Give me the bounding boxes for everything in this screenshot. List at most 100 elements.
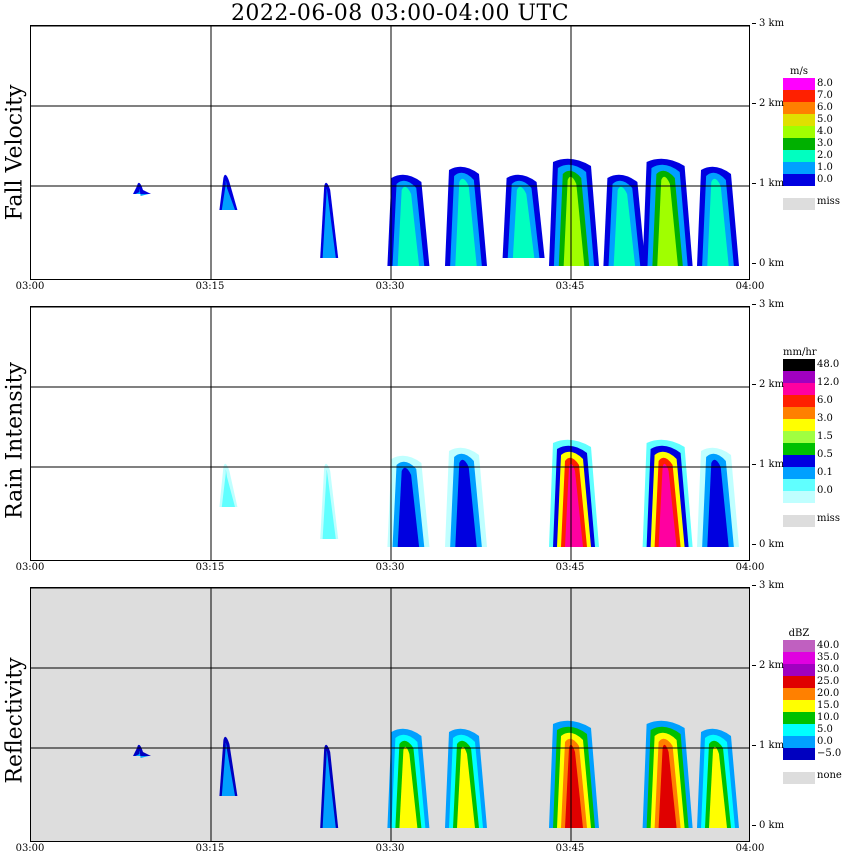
x-tick-label-0: 03:00: [15, 281, 45, 292]
legend-level-label-3: 25.0: [817, 676, 840, 687]
x-tick-label-3: 03:45: [555, 843, 585, 854]
plot-svg: [31, 307, 749, 560]
legend-swatch-9: [783, 467, 815, 479]
legend-unit: dBZ: [788, 628, 810, 639]
x-tick-label-2: 03:30: [375, 562, 405, 573]
legend-level-label-1: 7.0: [817, 90, 833, 101]
legend-swatch-6: [783, 431, 815, 443]
legend-level-label-5: 3.0: [817, 138, 833, 149]
chart-title: 2022-06-08 03:00-04:00 UTC: [230, 1, 570, 26]
legend-miss-swatch: [783, 515, 815, 527]
legend-level-label-3: 3.0: [817, 413, 833, 424]
echo-column-0-layer-1: [135, 188, 149, 196]
y-tick-label-0: 0 km: [752, 258, 784, 269]
legend-swatch-8: [783, 736, 815, 748]
legend-swatch-2: [783, 102, 815, 114]
echo-column-6-layer-4: [658, 744, 677, 828]
legend-level-label-3: 5.0: [817, 114, 833, 125]
legend-level-label-8: 0.0: [817, 736, 833, 747]
legend-miss-label: miss: [817, 196, 840, 207]
echo-column-1-layer-1: [221, 180, 235, 210]
y-tick-label-3: 3 km: [752, 299, 784, 310]
legend-swatch-1: [783, 90, 815, 102]
legend-swatch-5: [783, 419, 815, 431]
echo-column-0-layer-0: [133, 744, 151, 756]
legend-reflectivity: dBZ 40.0 35.0 30.0 25.0 20.0 15.0 10.0 5.0 0.0 −5…: [783, 628, 843, 798]
x-tick-label-2: 03:30: [375, 281, 405, 292]
legend-level-label-2: 30.0: [817, 664, 840, 675]
legend-level-label-5: 15.0: [817, 700, 840, 711]
x-tick-label-2: 03:30: [375, 843, 405, 854]
echo-column-7-layer-2: [613, 186, 636, 266]
echo-column-5-layer-2: [512, 186, 535, 258]
x-tick-label-1: 03:15: [195, 843, 225, 854]
ylabel-fall-velocity: Fall Velocity: [2, 84, 28, 221]
echo-column-3-layer-3: [399, 746, 418, 828]
legend-swatch-1: [783, 652, 815, 664]
plot-reflectivity: [30, 587, 750, 842]
legend-level-label-2: 6.0: [817, 102, 833, 113]
echo-column-3-layer-2: [397, 186, 420, 266]
legend-level-label-7: 5.0: [817, 724, 833, 735]
y-tick-label-3: 3 km: [752, 580, 784, 591]
legend-swatch-5: [783, 700, 815, 712]
y-tick-label-2: 2 km: [752, 98, 784, 109]
x-tick-label-4: 04:00: [735, 562, 765, 573]
plot-fall-velocity: [30, 25, 750, 280]
legend-swatch-3: [783, 676, 815, 688]
legend-unit: m/s: [790, 66, 808, 77]
plot-svg: [31, 26, 749, 279]
legend-level-label-0: 48.0: [817, 359, 840, 370]
echo-column-6-layer-2: [707, 459, 729, 547]
legend-level-label-9: −5.0: [817, 748, 842, 759]
y-tick-label-3: 3 km: [752, 18, 784, 29]
legend-swatch-3: [783, 395, 815, 407]
echo-column-4-layer-4: [565, 463, 583, 547]
x-tick-label-4: 04:00: [735, 281, 765, 292]
legend-swatch-4: [783, 126, 815, 138]
legend-swatch-5: [783, 138, 815, 150]
legend-swatch-0: [783, 359, 815, 371]
legend-level-label-4: 20.0: [817, 688, 840, 699]
legend-miss-label: none: [817, 770, 842, 781]
y-tick-label-1: 1 km: [752, 740, 784, 751]
legend-level-label-1: 35.0: [817, 652, 840, 663]
legend-level-label-5: 0.5: [817, 449, 833, 460]
echo-column-0-layer-0: [133, 182, 151, 194]
legend-swatch-0: [783, 78, 815, 90]
y-tick-label-0: 0 km: [752, 820, 784, 831]
legend-swatch-2: [783, 383, 815, 395]
x-tick-label-1: 03:15: [195, 562, 225, 573]
legend-level-label-6: 10.0: [817, 712, 840, 723]
legend-level-label-4: 1.5: [817, 431, 833, 442]
legend-swatch-7: [783, 162, 815, 174]
echo-column-5-layer-4: [565, 744, 583, 828]
legend-level-label-0: 40.0: [817, 640, 840, 651]
x-tick-label-3: 03:45: [555, 562, 585, 573]
legend-swatch-8: [783, 174, 815, 186]
legend-level-label-1: 12.0: [817, 377, 840, 388]
echo-column-9-layer-2: [707, 178, 729, 266]
echo-column-4-layer-2: [455, 178, 477, 266]
echo-column-2-layer-2: [397, 467, 420, 547]
echo-column-5-layer-4: [658, 463, 677, 547]
echo-column-6-layer-3: [563, 176, 585, 266]
legend-unit: mm/hr: [783, 347, 817, 358]
echo-column-0-layer-1: [221, 469, 235, 507]
legend-level-label-6: 0.1: [817, 467, 833, 478]
legend-swatch-10: [783, 479, 815, 491]
legend-fall-velocity: m/s 8.0 7.0 6.0 5.0 4.0 3.0 2.0 1.0 0.0 miss: [783, 66, 843, 236]
legend-swatch-11: [783, 491, 815, 503]
ylabel-reflectivity: Reflectivity: [2, 657, 28, 784]
legend-swatch-3: [783, 114, 815, 126]
plot-svg: [31, 588, 749, 841]
legend-swatch-9: [783, 748, 815, 760]
ylabel-rain-intensity: Rain Intensity: [2, 362, 28, 519]
legend-level-label-4: 4.0: [817, 126, 833, 137]
legend-swatch-7: [783, 724, 815, 736]
x-tick-label-0: 03:00: [15, 843, 45, 854]
legend-level-label-7: 0.0: [817, 485, 833, 496]
legend-level-label-7: 1.0: [817, 162, 833, 173]
y-tick-label-1: 1 km: [752, 459, 784, 470]
echo-column-0-layer-1: [135, 750, 149, 758]
